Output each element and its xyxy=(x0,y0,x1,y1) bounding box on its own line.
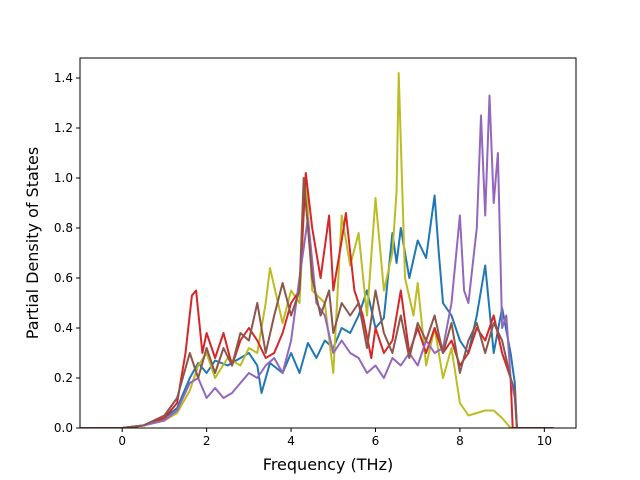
series-layer xyxy=(80,72,554,428)
x-tick-label: 8 xyxy=(456,434,464,448)
y-tick-label: 0.2 xyxy=(54,371,73,385)
x-axis-ticks: 0 2 4 6 8 10 xyxy=(118,428,552,448)
y-axis-label: Partial Density of States xyxy=(23,147,42,339)
y-tick-label: 1.4 xyxy=(54,71,73,85)
y-axis-ticks: 0.0 0.2 0.4 0.6 0.8 1.0 1.2 1.4 xyxy=(54,71,80,435)
series-line-2 xyxy=(80,72,554,428)
x-tick-label: 4 xyxy=(287,434,295,448)
x-tick-label: 0 xyxy=(118,434,126,448)
x-tick-label: 6 xyxy=(372,434,380,448)
series-line-4 xyxy=(80,94,554,428)
x-tick-label: 10 xyxy=(537,434,552,448)
y-tick-label: 1.0 xyxy=(54,171,73,185)
x-axis-label: Frequency (THz) xyxy=(263,455,393,474)
y-tick-label: 0.6 xyxy=(54,271,73,285)
plot-frame xyxy=(79,57,577,429)
y-tick-label: 0.4 xyxy=(54,321,73,335)
series-line-5 xyxy=(80,177,554,428)
y-tick-label: 1.2 xyxy=(54,121,73,135)
y-tick-label: 0.8 xyxy=(54,221,73,235)
y-tick-label: 0.0 xyxy=(54,421,73,435)
x-tick-label: 2 xyxy=(203,434,211,448)
